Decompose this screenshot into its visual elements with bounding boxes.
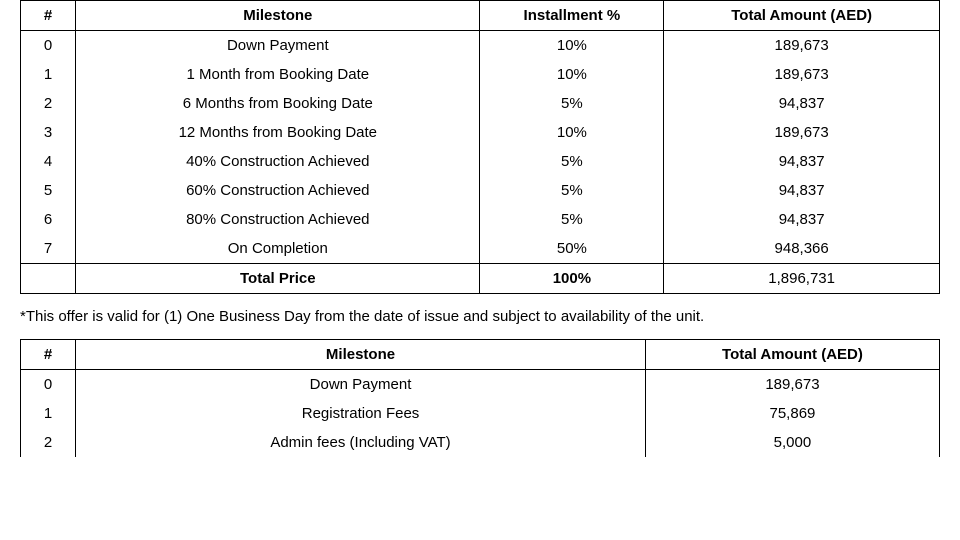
cell-num: 4 — [21, 147, 76, 176]
col-amount: Total Amount (AED) — [645, 340, 939, 370]
cell-milestone: 6 Months from Booking Date — [76, 89, 480, 118]
cell-num: 3 — [21, 118, 76, 147]
table-row: 1 1 Month from Booking Date 10% 189,673 — [21, 60, 940, 89]
cell-milestone: 40% Construction Achieved — [76, 147, 480, 176]
cell-milestone: 12 Months from Booking Date — [76, 118, 480, 147]
cell-num: 0 — [21, 31, 76, 61]
cell-milestone: On Completion — [76, 234, 480, 264]
col-milestone: Milestone — [76, 340, 646, 370]
col-milestone: Milestone — [76, 1, 480, 31]
total-row: Total Price 100% 1,896,731 — [21, 264, 940, 294]
cell-milestone: 1 Month from Booking Date — [76, 60, 480, 89]
cell-amount: 94,837 — [664, 147, 940, 176]
cell-installment: 5% — [480, 176, 664, 205]
cell-milestone: Registration Fees — [76, 399, 646, 428]
cell-installment: 50% — [480, 234, 664, 264]
table-row: 3 12 Months from Booking Date 10% 189,67… — [21, 118, 940, 147]
table-row: 4 40% Construction Achieved 5% 94,837 — [21, 147, 940, 176]
total-label: Total Price — [76, 264, 480, 294]
cell-amount: 948,366 — [664, 234, 940, 264]
cell-installment: 5% — [480, 147, 664, 176]
cell-installment: 5% — [480, 205, 664, 234]
cell-num: 0 — [21, 370, 76, 400]
disclaimer-text: *This offer is valid for (1) One Busines… — [20, 308, 940, 325]
cell-num: 6 — [21, 205, 76, 234]
cell-num: 1 — [21, 399, 76, 428]
cell-amount: 94,837 — [664, 89, 940, 118]
table-row: 0 Down Payment 10% 189,673 — [21, 31, 940, 61]
cell-amount: 75,869 — [645, 399, 939, 428]
table-row: 2 Admin fees (Including VAT) 5,000 — [21, 428, 940, 457]
col-number: # — [21, 340, 76, 370]
total-amount: 1,896,731 — [664, 264, 940, 294]
cell-amount: 189,673 — [664, 31, 940, 61]
table-row: 6 80% Construction Achieved 5% 94,837 — [21, 205, 940, 234]
table-row: 0 Down Payment 189,673 — [21, 370, 940, 400]
cell-num: 2 — [21, 89, 76, 118]
cell-amount: 5,000 — [645, 428, 939, 457]
cell-milestone: 80% Construction Achieved — [76, 205, 480, 234]
cell-num: 2 — [21, 428, 76, 457]
table-header-row: # Milestone Installment % Total Amount (… — [21, 1, 940, 31]
cell-num: 7 — [21, 234, 76, 264]
cell-installment: 5% — [480, 89, 664, 118]
table-row: 7 On Completion 50% 948,366 — [21, 234, 940, 264]
table-row: 1 Registration Fees 75,869 — [21, 399, 940, 428]
cell-num: 5 — [21, 176, 76, 205]
cell-installment: 10% — [480, 60, 664, 89]
cell-amount: 189,673 — [645, 370, 939, 400]
cell-milestone: Admin fees (Including VAT) — [76, 428, 646, 457]
cell-num: 1 — [21, 60, 76, 89]
cell-amount: 189,673 — [664, 118, 940, 147]
total-installment: 100% — [480, 264, 664, 294]
cell-milestone: 60% Construction Achieved — [76, 176, 480, 205]
cell-amount: 94,837 — [664, 205, 940, 234]
col-number: # — [21, 1, 76, 31]
table-row: 5 60% Construction Achieved 5% 94,837 — [21, 176, 940, 205]
table-row: 2 6 Months from Booking Date 5% 94,837 — [21, 89, 940, 118]
table-header-row: # Milestone Total Amount (AED) — [21, 340, 940, 370]
payment-schedule-table: # Milestone Installment % Total Amount (… — [20, 0, 940, 294]
cell-milestone: Down Payment — [76, 31, 480, 61]
fees-table: # Milestone Total Amount (AED) 0 Down Pa… — [20, 339, 940, 457]
cell-installment: 10% — [480, 31, 664, 61]
col-amount: Total Amount (AED) — [664, 1, 940, 31]
col-installment: Installment % — [480, 1, 664, 31]
cell-amount: 94,837 — [664, 176, 940, 205]
total-empty — [21, 264, 76, 294]
cell-installment: 10% — [480, 118, 664, 147]
cell-milestone: Down Payment — [76, 370, 646, 400]
cell-amount: 189,673 — [664, 60, 940, 89]
